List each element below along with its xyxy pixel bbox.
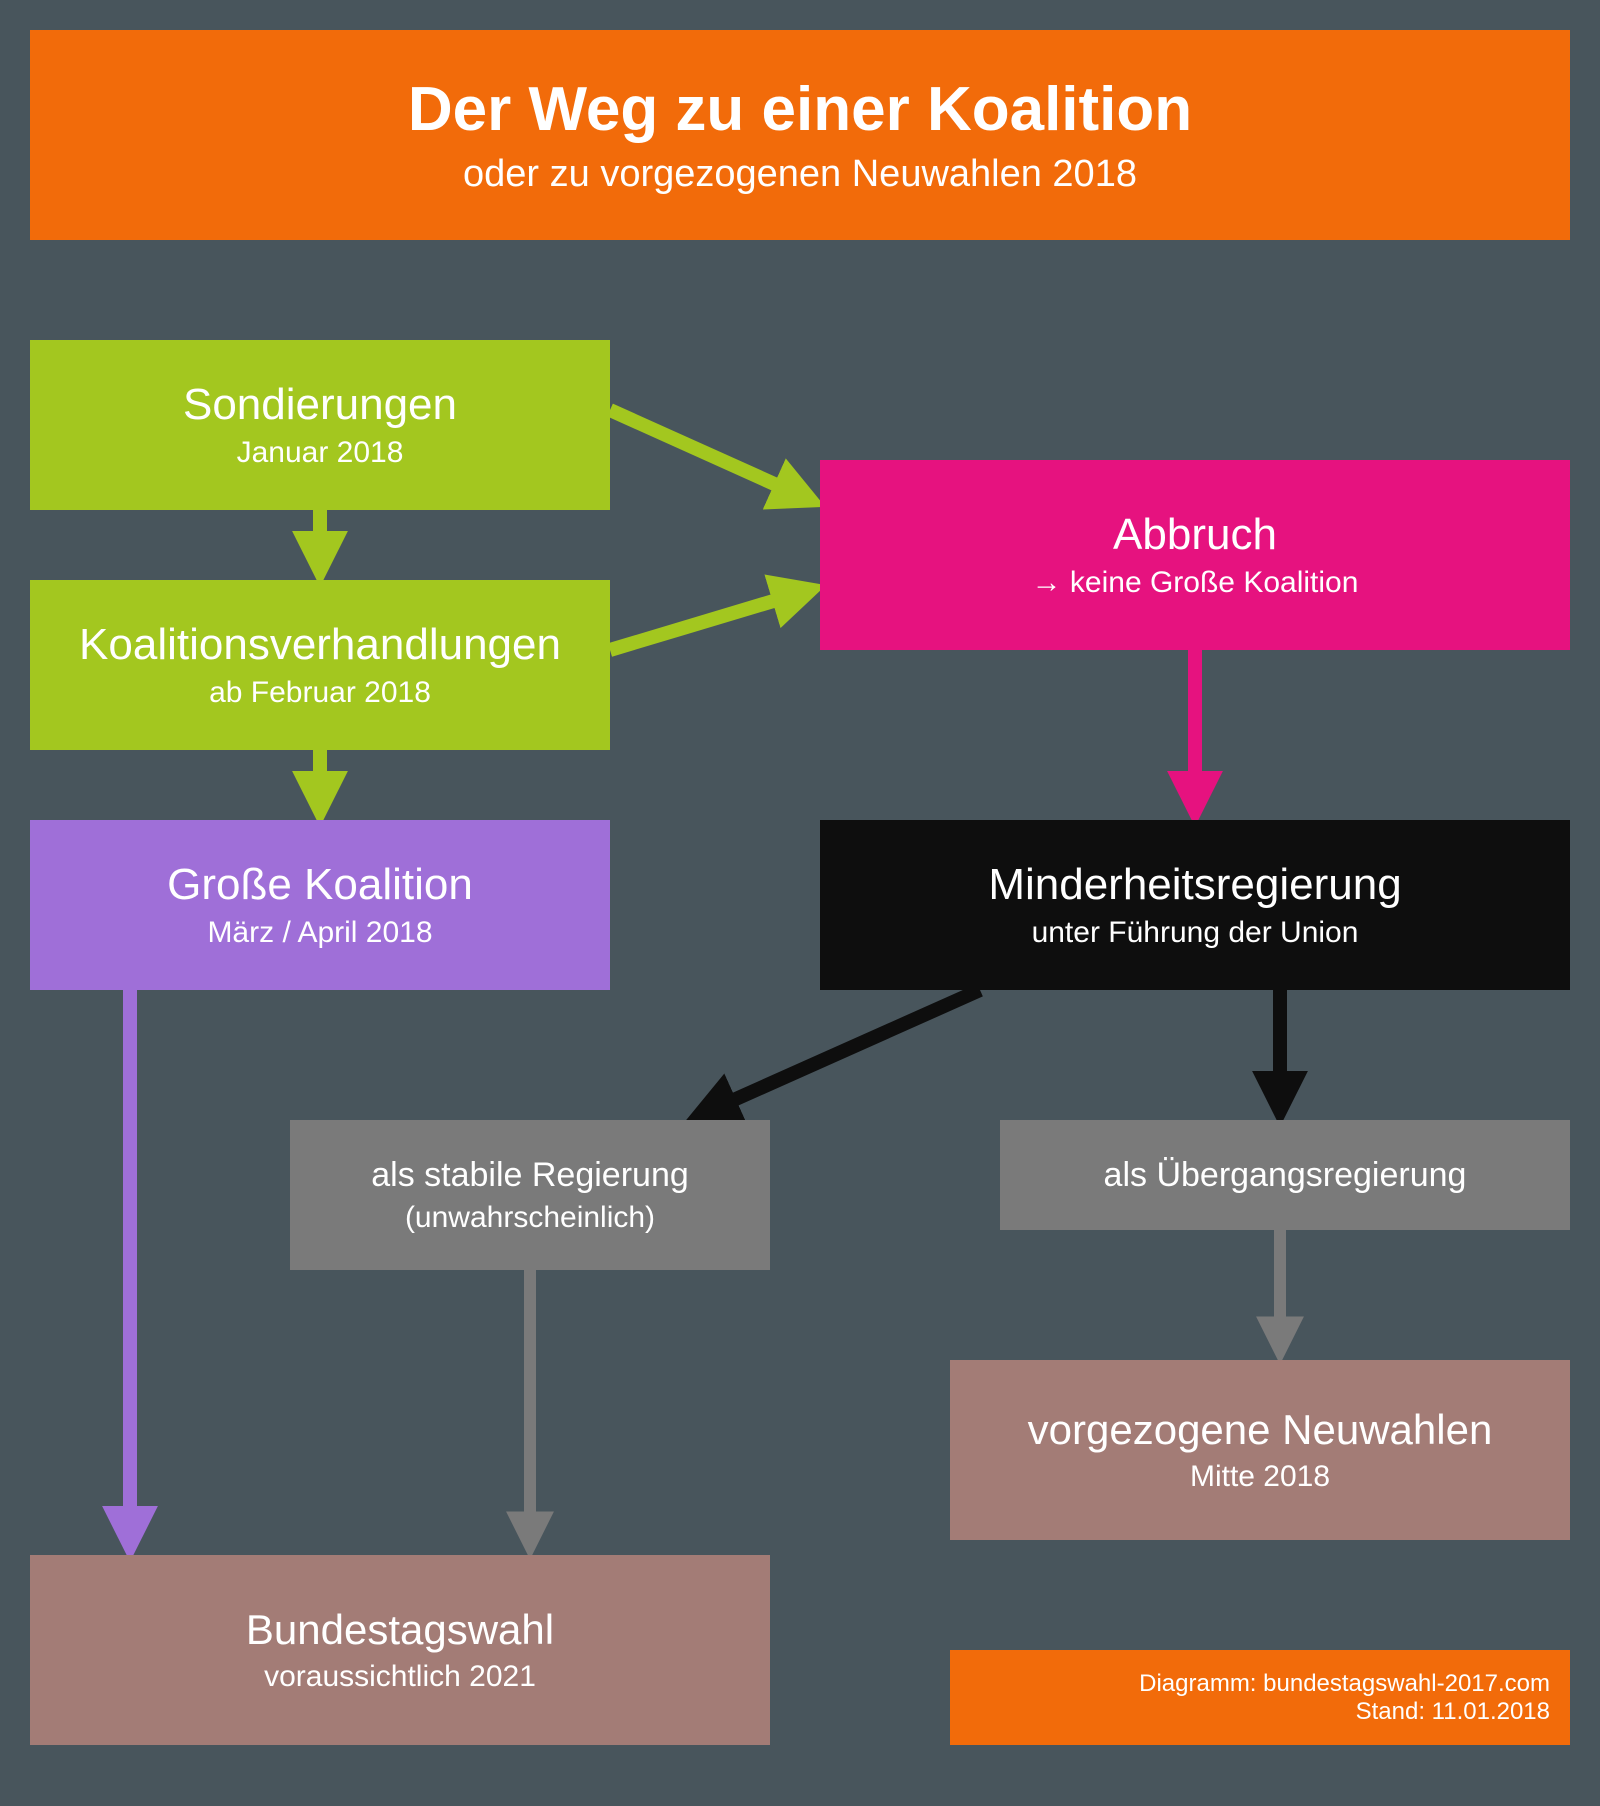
node-title: Koalitionsverhandlungen xyxy=(79,620,561,670)
node-subtitle: voraussichtlich 2021 xyxy=(264,1660,536,1694)
header-title: Der Weg zu einer Koalition xyxy=(408,74,1192,145)
node-title: Große Koalition xyxy=(167,860,473,910)
credit-line-2: Stand: 11.01.2018 xyxy=(1356,1698,1550,1726)
credit-box: Diagramm: bundestagswahl-2017.com Stand:… xyxy=(950,1650,1570,1745)
node-subtitle: Januar 2018 xyxy=(237,436,404,470)
node-subtitle: (unwahrscheinlich) xyxy=(405,1201,655,1235)
node-sondierungen: Sondierungen Januar 2018 xyxy=(30,340,610,510)
node-abbruch: Abbruch → keine Große Koalition xyxy=(820,460,1570,650)
node-subtitle: Mitte 2018 xyxy=(1190,1460,1330,1494)
node-title: vorgezogene Neuwahlen xyxy=(1028,1406,1493,1454)
node-title: Bundestagswahl xyxy=(246,1606,554,1654)
node-title: Abbruch xyxy=(1113,510,1277,560)
node-neuwahlen: vorgezogene Neuwahlen Mitte 2018 xyxy=(950,1360,1570,1540)
node-minderheitsregierung: Minderheitsregierung unter Führung der U… xyxy=(820,820,1570,990)
node-title: Minderheitsregierung xyxy=(988,860,1401,910)
credit-line-1: Diagramm: bundestagswahl-2017.com xyxy=(1139,1670,1550,1698)
flowchart-canvas: Der Weg zu einer Koalition oder zu vorge… xyxy=(0,0,1600,1806)
node-koalitionsverhandlungen: Koalitionsverhandlungen ab Februar 2018 xyxy=(30,580,610,750)
node-grosse-koalition: Große Koalition März / April 2018 xyxy=(30,820,610,990)
node-subtitle: → keine Große Koalition xyxy=(1032,566,1359,600)
node-subtitle: unter Führung der Union xyxy=(1032,916,1359,950)
node-subtitle: März / April 2018 xyxy=(207,916,432,950)
node-stabile-regierung: als stabile Regierung (unwahrscheinlich) xyxy=(290,1120,770,1270)
header-banner: Der Weg zu einer Koalition oder zu vorge… xyxy=(30,30,1570,240)
node-title: als Übergangsregierung xyxy=(1104,1156,1467,1195)
node-title: Sondierungen xyxy=(183,380,457,430)
header-subtitle: oder zu vorgezogenen Neuwahlen 2018 xyxy=(463,153,1137,196)
node-subtitle: ab Februar 2018 xyxy=(209,676,431,710)
node-uebergangsregierung: als Übergangsregierung xyxy=(1000,1120,1570,1230)
node-bundestagswahl: Bundestagswahl voraussichtlich 2021 xyxy=(30,1555,770,1745)
node-title: als stabile Regierung xyxy=(371,1156,689,1195)
